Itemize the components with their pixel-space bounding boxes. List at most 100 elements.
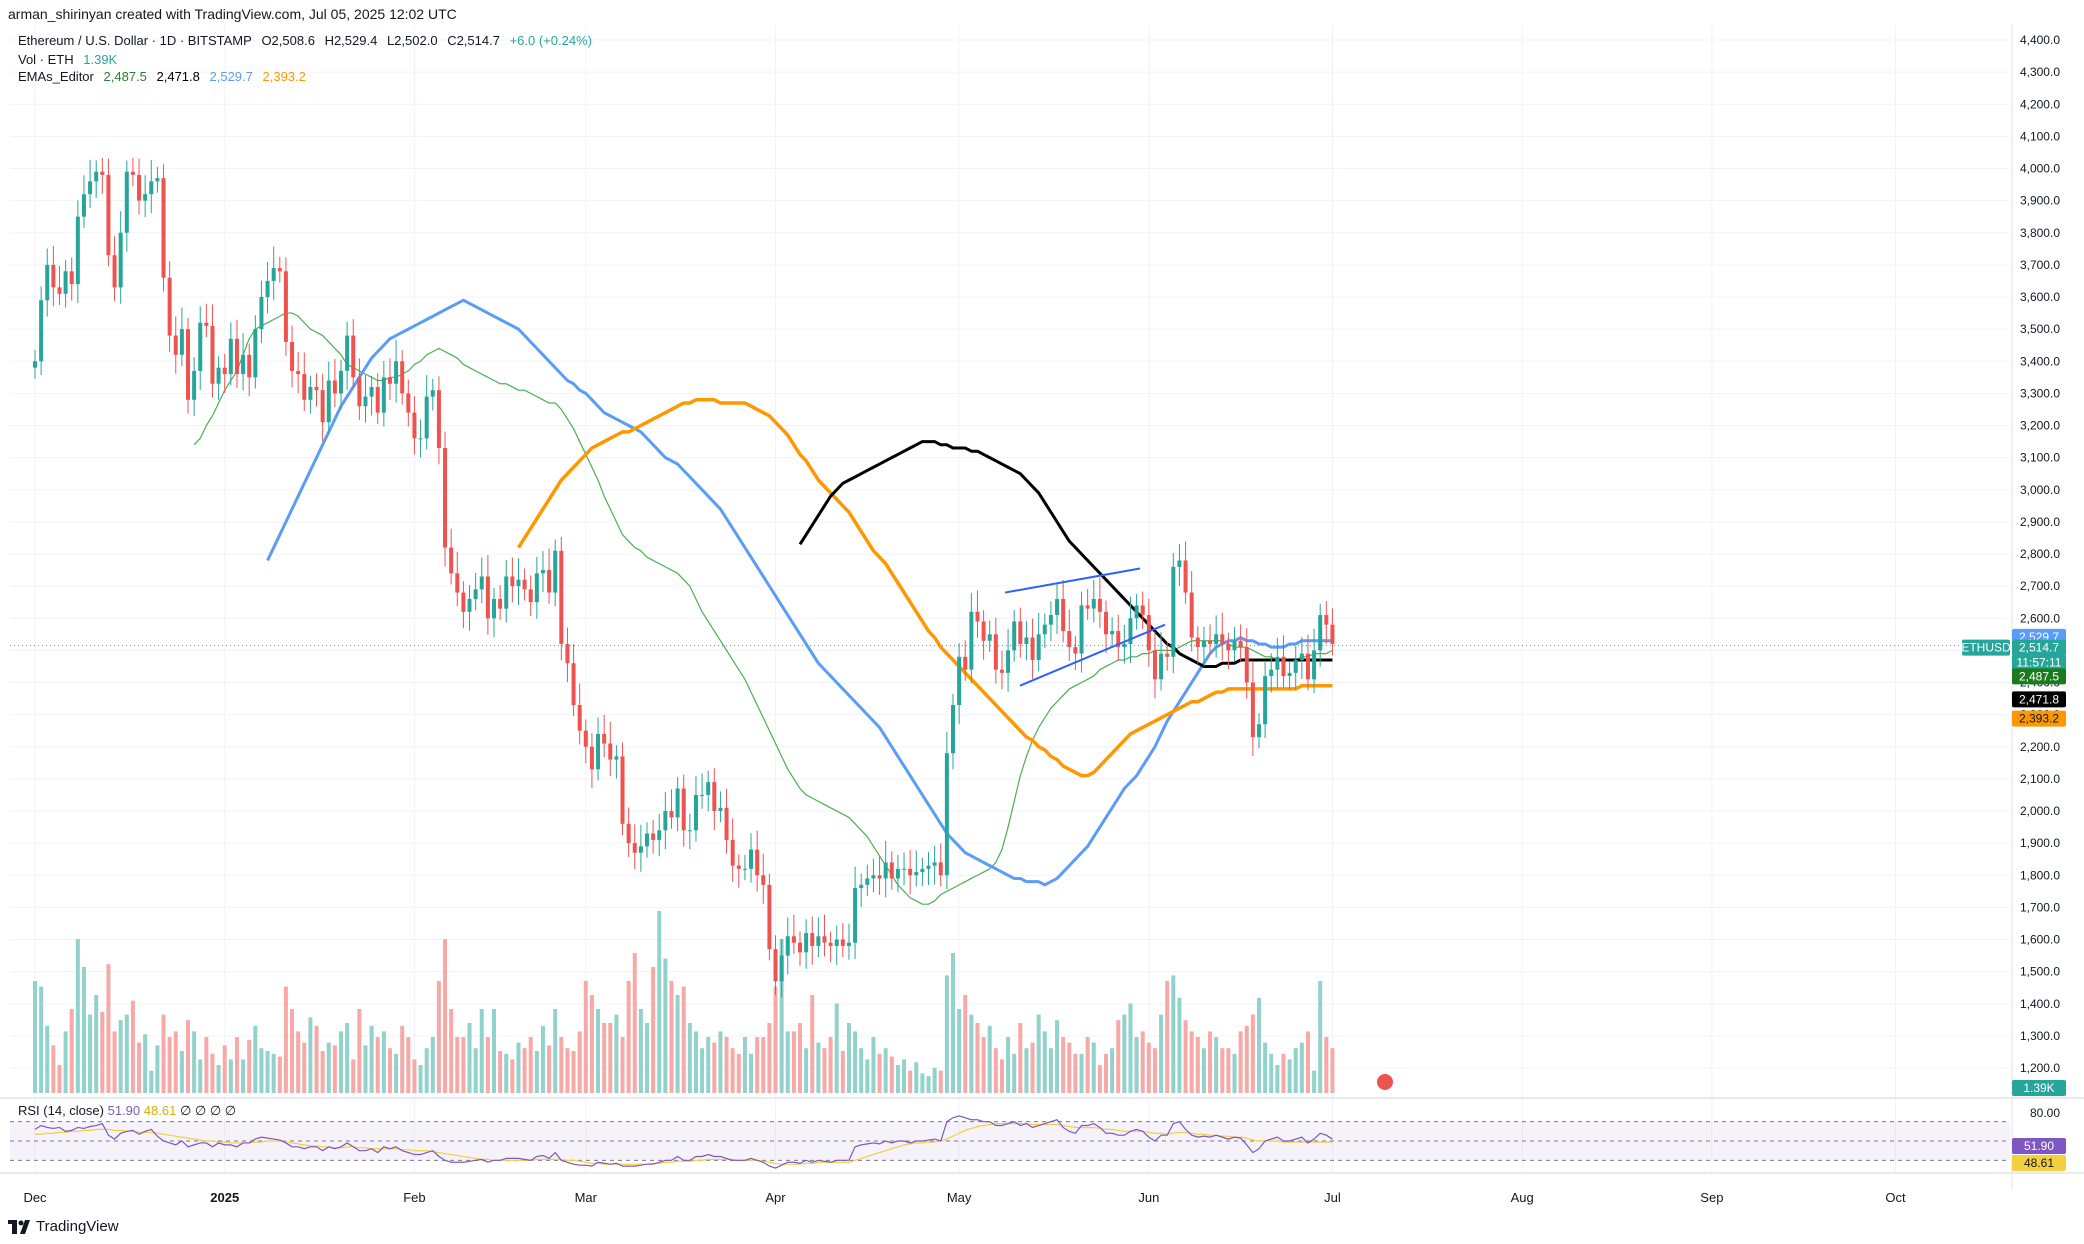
volume-bar — [1318, 981, 1323, 1093]
y-tick-label: 2,800.0 — [2020, 547, 2060, 561]
candle-body — [204, 322, 209, 326]
volume-bar — [33, 981, 37, 1093]
x-tick-label: Jun — [1138, 1190, 1159, 1205]
candle-body — [124, 171, 129, 233]
volume-bar — [277, 1056, 282, 1093]
candle-body — [118, 232, 123, 288]
candle-body — [155, 178, 160, 182]
candle-body — [369, 386, 374, 397]
candle-body — [75, 216, 80, 285]
volume-bar — [957, 1009, 962, 1093]
candle-body — [302, 374, 307, 400]
candle-body — [1177, 560, 1182, 567]
footer-brand-label: TradingView — [36, 1218, 119, 1235]
candle-body — [706, 782, 711, 795]
legend-rsi-extra: ∅ ∅ ∅ ∅ — [179, 1103, 237, 1118]
candle-body — [314, 386, 319, 391]
candle-body — [1079, 605, 1084, 654]
volume-bar — [216, 1065, 221, 1093]
candle-body — [88, 181, 93, 195]
candle-body — [143, 194, 148, 201]
volume-bar — [449, 1009, 454, 1093]
volume-bars — [33, 911, 1335, 1093]
volume-bar — [730, 1048, 735, 1093]
volume-bar — [638, 1009, 643, 1093]
candle-body — [608, 743, 613, 760]
candle-body — [657, 830, 662, 840]
volume-bar — [951, 953, 955, 1093]
volume-bar — [651, 967, 656, 1093]
candle-body — [228, 338, 233, 375]
volume-bar — [614, 1014, 619, 1093]
volume-bar — [846, 1023, 851, 1093]
candle-body — [296, 370, 301, 375]
volume-bar — [1104, 1053, 1108, 1093]
volume-bar — [1128, 1003, 1133, 1093]
legend-rsi-ma: 48.61 — [143, 1103, 177, 1118]
volume-bar — [944, 975, 949, 1093]
candle-body — [908, 868, 913, 876]
volume-bar — [1012, 1053, 1017, 1093]
volume-bar — [761, 1037, 766, 1093]
candle-body — [938, 862, 943, 876]
volume-bar — [883, 1048, 888, 1093]
volume-bar — [791, 1031, 796, 1093]
grid — [10, 25, 2010, 1172]
volume-bar — [234, 1037, 239, 1093]
tag-countdown-bg — [2012, 654, 2066, 671]
candle-body — [755, 849, 760, 876]
tag-ema100-bg — [2012, 710, 2066, 727]
volume-bar — [675, 995, 680, 1093]
volume-bar — [283, 986, 288, 1093]
volume-bar — [186, 1020, 190, 1093]
rsi-ma-line — [35, 1122, 1333, 1165]
candle-body — [1030, 637, 1035, 661]
volume-bar — [510, 1059, 515, 1093]
volume-bar — [1293, 1048, 1298, 1093]
candle-body — [1305, 653, 1310, 680]
axes: 4,400.0 4,300.0 4,200.0 4,100.0 4,000.0 3,900… — [0, 25, 2084, 1205]
volume-bar — [1299, 1042, 1304, 1093]
candle-body — [651, 833, 656, 840]
footer-brand[interactable]: TradingView — [8, 1218, 119, 1235]
volume-bar — [130, 1000, 135, 1093]
volume-bar — [1134, 1037, 1139, 1093]
y-tick-label: 1,500.0 — [2020, 965, 2060, 979]
candle-body — [1208, 640, 1213, 644]
volume-bar — [853, 1031, 858, 1093]
volume-bar — [124, 1014, 129, 1093]
volume-bar — [351, 1059, 356, 1093]
legend-vol-label: Vol · ETH — [18, 52, 74, 67]
candle-body — [216, 367, 221, 384]
candle-body — [259, 297, 264, 330]
volume-bar — [57, 1065, 62, 1093]
candle-body — [39, 300, 44, 362]
volume-bar — [1140, 1031, 1145, 1093]
tag-volume: 1.39K — [2023, 1081, 2054, 1095]
volume-bar — [424, 1048, 429, 1093]
candle-body — [895, 868, 900, 879]
y-tick-label: 1,900.0 — [2020, 836, 2060, 850]
volume-bar — [1030, 1042, 1035, 1093]
candle-body — [822, 936, 827, 943]
volume-bar — [100, 1011, 105, 1093]
candle-body — [1330, 624, 1335, 644]
ema200-line — [798, 440, 1333, 668]
candle-body — [247, 354, 252, 378]
candle-body — [865, 878, 870, 885]
candle-body — [534, 573, 539, 603]
candle-body — [1195, 637, 1200, 648]
candle-body — [387, 377, 392, 384]
candle-body — [1324, 615, 1329, 625]
candle-body — [681, 788, 686, 831]
volume-bar — [1220, 1048, 1225, 1093]
candle-body — [106, 174, 111, 256]
tag-ticker-bg — [1962, 639, 2010, 656]
volume-bar — [779, 939, 784, 1093]
volume-bar — [1073, 1053, 1078, 1093]
candle-body — [1201, 640, 1206, 648]
candle-body — [430, 390, 435, 397]
volume-bar — [1250, 1014, 1255, 1093]
volume-bar — [920, 1073, 925, 1093]
